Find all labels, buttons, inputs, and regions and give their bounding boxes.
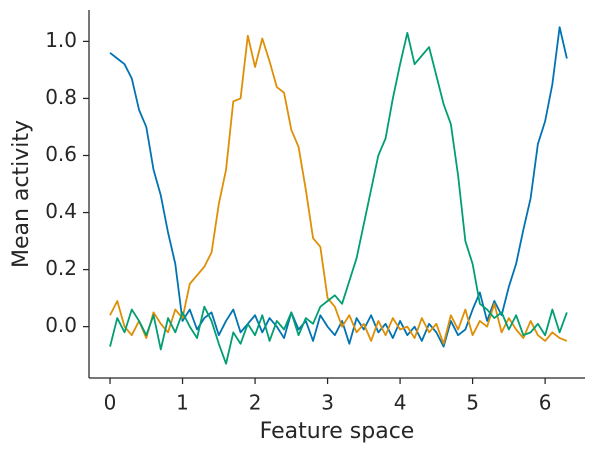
y-tick-label: 1.0 [45, 28, 77, 52]
x-tick-label: 6 [539, 391, 552, 415]
y-tick-label: 0.4 [45, 199, 77, 223]
y-tick-label: 0.6 [45, 142, 77, 166]
x-tick-label: 3 [321, 391, 334, 415]
x-tick-label: 1 [176, 391, 189, 415]
x-tick-label: 5 [466, 391, 479, 415]
y-tick-label: 0.0 [45, 313, 77, 337]
x-tick-label: 2 [249, 391, 262, 415]
series-line [109, 26, 568, 348]
x-tick-label: 4 [394, 391, 407, 415]
x-tick-label: 0 [104, 391, 117, 415]
y-axis-label: Mean activity [9, 120, 34, 268]
series-line [109, 34, 568, 345]
x-axis-label: Feature space [260, 419, 415, 444]
y-tick-label: 0.8 [45, 85, 77, 109]
series-line [109, 31, 568, 365]
y-tick-label: 0.2 [45, 256, 77, 280]
